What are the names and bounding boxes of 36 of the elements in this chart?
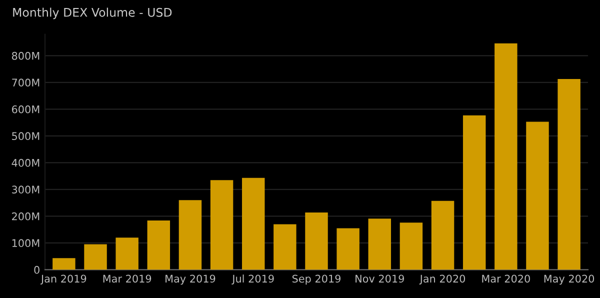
bar: [305, 212, 328, 270]
bar: [400, 222, 423, 270]
y-tick-label: 700M: [12, 78, 40, 87]
bar: [462, 115, 486, 270]
bar: [274, 224, 296, 270]
bar: [336, 228, 360, 270]
y-tick-label: 400M: [12, 158, 40, 167]
x-tick-label: May 2020: [544, 274, 594, 285]
bar: [210, 180, 234, 270]
y-tick-label: 300M: [12, 186, 40, 194]
bar: [52, 258, 76, 270]
bar: [494, 43, 518, 270]
bar: [526, 122, 549, 270]
x-tick-label: Mar 2019: [103, 274, 152, 283]
x-tick-label: May 2019: [166, 274, 216, 285]
x-tick-label: Jul 2019: [232, 274, 274, 285]
bar: [558, 78, 580, 270]
bar: [242, 178, 265, 270]
y-tick-label: 800M: [12, 52, 40, 60]
bar: [431, 200, 454, 270]
x-tick-label: Sep 2019: [292, 274, 340, 285]
bar: [368, 218, 392, 270]
bar: [84, 244, 107, 270]
x-tick-label: Mar 2020: [482, 274, 530, 283]
y-tick-label: 500M: [12, 132, 40, 140]
y-tick-label: 600M: [12, 105, 40, 114]
bar: [147, 220, 170, 270]
chart-title: Monthly DEX Volume - USD: [13, 8, 172, 20]
x-tick-label: Jan 2020: [419, 274, 466, 285]
bar: [178, 200, 202, 270]
y-tick-label: 200M: [12, 212, 40, 220]
x-tick-label: Nov 2019: [356, 274, 404, 283]
y-tick-label: 0: [34, 266, 40, 274]
bar: [116, 238, 138, 270]
x-tick-label: Jan 2019: [40, 274, 86, 285]
y-tick-label: 100M: [12, 239, 40, 248]
